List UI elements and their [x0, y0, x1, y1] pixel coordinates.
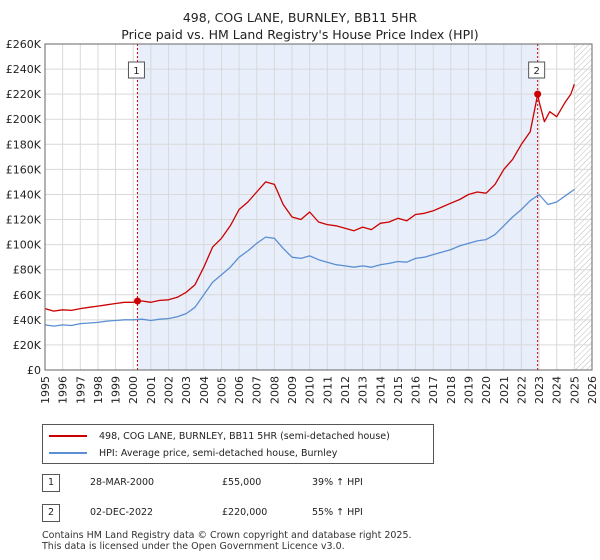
- x-tick-label: 2018: [445, 376, 458, 404]
- series-line: [44, 188, 575, 327]
- x-tick-label: 1997: [74, 376, 87, 404]
- transaction-number: 1: [42, 474, 60, 492]
- x-tick-label: 2017: [427, 376, 440, 404]
- y-tick-label: £20K: [13, 339, 42, 352]
- x-tick-label: 1995: [39, 376, 52, 404]
- plot-frame: [44, 43, 593, 371]
- footer: Contains HM Land Registry data © Crown c…: [42, 530, 412, 552]
- transaction-number: 2: [42, 504, 60, 522]
- transaction-row: 1 28-MAR-2000 £55,000 39% ↑ HPI: [42, 474, 562, 494]
- x-tick-label: 2007: [251, 376, 264, 404]
- transaction-row: 2 02-DEC-2022 £220,000 55% ↑ HPI: [42, 504, 562, 524]
- price-chart: £0 £20K £40K £60K £80K £100K £120K £140K £160K £1…: [6, 38, 599, 404]
- x-tick-label: 2012: [339, 376, 352, 404]
- x-tick-label: 2013: [357, 376, 370, 404]
- y-tick-label: £0: [27, 364, 41, 377]
- x-tick-label: 2002: [163, 376, 176, 404]
- y-tick-label: £80K: [13, 264, 42, 277]
- marker-label-text: 1: [133, 66, 139, 77]
- footer-line-1: Contains HM Land Registry data © Crown c…: [42, 530, 412, 541]
- legend-item-property: 498, COG LANE, BURNLEY, BB11 5HR (semi-d…: [49, 429, 390, 443]
- x-tick-label: 2000: [127, 376, 140, 404]
- x-tick-label: 2024: [551, 376, 564, 404]
- chart-title: 498, COG LANE, BURNLEY, BB11 5HR: [182, 10, 418, 25]
- y-tick-label: £140K: [6, 188, 42, 201]
- legend-label-property: 498, COG LANE, BURNLEY, BB11 5HR (semi-d…: [99, 430, 390, 442]
- x-tick-label: 2004: [198, 376, 211, 404]
- y-tick-label: £60K: [13, 289, 42, 302]
- transaction-date: 28-MAR-2000: [90, 477, 155, 488]
- y-tick-label: £120K: [6, 214, 42, 227]
- marker-label-text: 2: [533, 66, 539, 77]
- y-tick-label: £180K: [6, 138, 42, 151]
- x-tick-label: 2003: [180, 376, 193, 404]
- y-tick-label: £40K: [13, 314, 42, 327]
- y-tick-label: £220K: [6, 88, 42, 101]
- x-tick-label: 2022: [515, 376, 528, 404]
- y-tick-label: £100K: [6, 239, 42, 252]
- ownership-shade: [137, 44, 538, 370]
- y-tick-label: £240K: [6, 63, 42, 76]
- x-tick-label: 2015: [392, 376, 405, 404]
- x-tick-label: 2008: [268, 376, 281, 404]
- future-hatch: [574, 44, 592, 370]
- y-tick-label: £160K: [6, 163, 42, 176]
- x-tick-label: 1999: [110, 376, 123, 404]
- x-tick-label: 2006: [233, 376, 246, 404]
- y-tick-label: £260K: [6, 38, 42, 51]
- transaction-hpi: 55% ↑ HPI: [312, 507, 363, 518]
- transaction-hpi: 39% ↑ HPI: [312, 477, 363, 488]
- transaction-point: [534, 90, 542, 98]
- marker-label-box: [528, 61, 546, 79]
- x-tick-label: 2025: [568, 376, 581, 404]
- footer-line-2: This data is licensed under the Open Gov…: [42, 541, 345, 552]
- transaction-point: [133, 297, 141, 305]
- x-tick-label: 2010: [304, 376, 317, 404]
- legend-swatch-property: [49, 435, 87, 437]
- x-tick-label: 2026: [586, 376, 599, 404]
- x-tick-label: 1996: [57, 376, 70, 404]
- x-tick-label: 2021: [498, 376, 511, 404]
- chart-subtitle: Price paid vs. HM Land Registry's House …: [121, 27, 479, 42]
- x-tick-label: 2001: [145, 376, 158, 404]
- x-tick-label: 2014: [374, 376, 387, 404]
- legend: 498, COG LANE, BURNLEY, BB11 5HR (semi-d…: [42, 424, 434, 464]
- x-tick-label: 1998: [92, 376, 105, 404]
- x-tick-label: 2016: [410, 376, 423, 404]
- x-tick-label: 2005: [215, 376, 228, 404]
- transaction-price: £55,000: [222, 477, 262, 488]
- transaction-price: £220,000: [222, 507, 268, 518]
- legend-item-hpi: HPI: Average price, semi-detached house,…: [49, 446, 337, 460]
- legend-swatch-hpi: [49, 452, 87, 454]
- marker-label-box: [127, 61, 145, 79]
- x-tick-label: 2009: [286, 376, 299, 404]
- x-tick-label: 2023: [533, 376, 546, 404]
- x-tick-label: 2011: [321, 376, 334, 404]
- y-tick-label: £200K: [6, 113, 42, 126]
- legend-label-hpi: HPI: Average price, semi-detached house,…: [99, 447, 338, 459]
- x-tick-label: 2019: [462, 376, 475, 404]
- x-tick-label: 2020: [480, 376, 493, 404]
- transaction-date: 02-DEC-2022: [90, 507, 154, 518]
